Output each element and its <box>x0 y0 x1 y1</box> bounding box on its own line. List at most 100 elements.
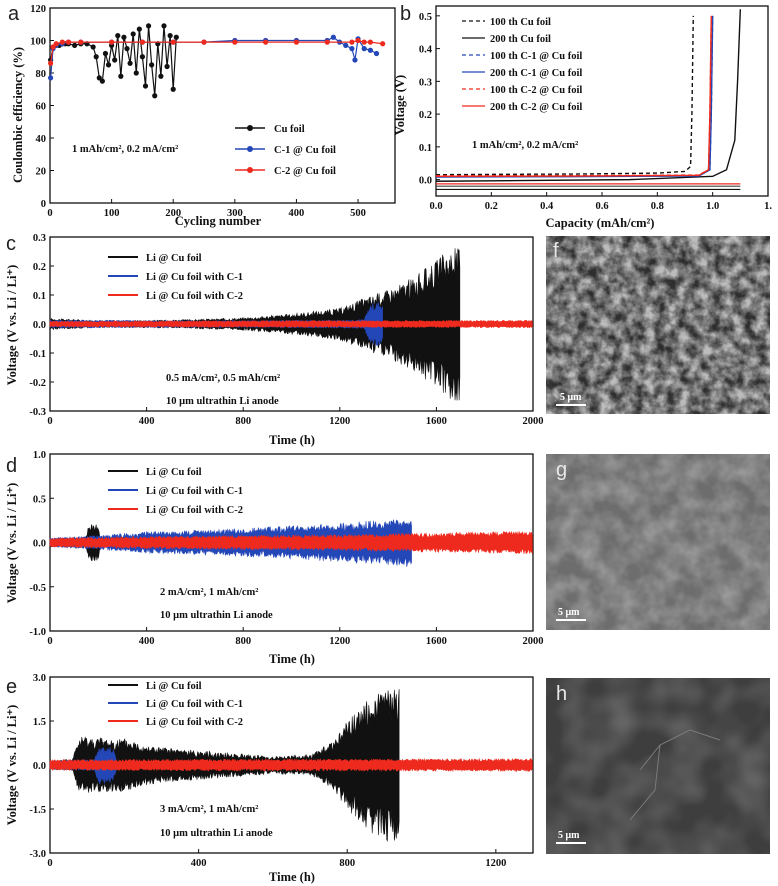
x-tick-label: 1.0 <box>706 201 719 212</box>
x-tick-label: 400 <box>139 636 155 647</box>
axis-xlabel: Time (h) <box>269 870 315 884</box>
data-point <box>130 31 136 37</box>
y-tick-label: 0.3 <box>33 233 46 244</box>
x-tick-label: 100 <box>104 208 120 219</box>
axis-xlabel: Capacity (mAh/cm²) <box>546 216 655 230</box>
axis-ylabel: Voltage (V vs. Li / Li⁺) <box>5 705 19 826</box>
x-tick-label: 300 <box>227 208 243 219</box>
y-tick-label: 0.2 <box>33 262 46 273</box>
x-tick-label: 0.8 <box>651 201 664 212</box>
panel-d: d Voltage (V vs. Li / Li⁺) Time (h) 0 400… <box>5 450 544 666</box>
axis-xlabel: Time (h) <box>269 652 315 666</box>
series-line <box>435 15 712 178</box>
scale-bar-label: 5 μm <box>558 607 580 618</box>
legend-label: Li @ Cu foil with C-2 <box>146 505 243 516</box>
x-tick-label: 500 <box>350 208 366 219</box>
axes-frame <box>49 7 396 204</box>
plot-area: 0 400 800 1200 1600 2000 1.0 0.5 0.0 -0.5 -1.0 <box>29 450 543 647</box>
legend-marker-c1 <box>247 146 253 152</box>
data-point <box>139 39 146 45</box>
scale-bar-label: 5 μm <box>560 392 582 403</box>
data-point <box>373 50 380 57</box>
data-point <box>355 37 361 44</box>
y-tick-label: 80 <box>36 69 47 80</box>
y-tick-label: 0.1 <box>33 291 46 302</box>
x-tick-label: 0 <box>47 636 52 647</box>
legend: Cu foil C-1 @ Cu foil C-2 @ Cu foil <box>235 124 336 177</box>
sem-texture <box>546 454 770 630</box>
series-envelope <box>49 757 533 773</box>
x-tick-label: 2000 <box>523 636 544 647</box>
y-tick-label: -1.0 <box>29 627 46 638</box>
legend-label: Li @ Cu foil with C-2 <box>146 717 243 728</box>
y-tick-label: 40 <box>36 134 47 145</box>
y-tick-label: 0 <box>41 199 46 210</box>
data-point <box>124 46 130 52</box>
scale-bar-label: 5 μm <box>558 830 580 841</box>
data-point <box>367 47 373 53</box>
y-tick-label: 3.0 <box>33 673 46 684</box>
legend-label: Li @ Cu foil with C-1 <box>146 486 243 497</box>
x-tick-label: 1200 <box>485 858 506 869</box>
legend-label: 100 th Cu foil <box>490 17 551 28</box>
x-tick-label: 2000 <box>523 416 544 427</box>
panel-letter-h: h <box>556 683 567 705</box>
series-envelope <box>49 531 533 554</box>
sem-image-f: f 5 μm <box>546 236 770 414</box>
data-point <box>127 60 133 66</box>
data-point <box>118 73 124 79</box>
legend: Li @ Cu foil Li @ Cu foil with C-1 Li @ … <box>108 253 243 302</box>
series-line <box>435 9 742 182</box>
x-tick-label: 200 <box>165 208 181 219</box>
data-point <box>93 54 99 60</box>
legend-label: C-2 @ Cu foil <box>274 166 336 177</box>
y-tick-label: 0.4 <box>419 45 433 56</box>
data-point <box>173 34 179 40</box>
data-point <box>109 39 115 45</box>
data-point <box>53 41 59 47</box>
y-tick-label: 0.0 <box>33 539 46 550</box>
data-point <box>105 62 112 68</box>
panel-letter-a: a <box>8 3 20 25</box>
legend-label: 100 th C-2 @ Cu foil <box>490 85 582 96</box>
x-tick-label: 1600 <box>426 416 447 427</box>
y-tick-label: 0.0 <box>419 176 432 187</box>
x-tick-label: 800 <box>235 416 251 427</box>
data-point <box>99 78 105 84</box>
sem-image-g: g 5 μm <box>546 454 770 630</box>
sem-image-h: h 5 μm <box>546 678 770 854</box>
data-point <box>158 73 164 79</box>
data-point <box>115 33 121 39</box>
x-tick-label: 0.2 <box>485 201 498 212</box>
panel-letter-d: d <box>6 455 17 477</box>
data-point <box>343 42 349 48</box>
data-point <box>232 39 238 45</box>
x-tick-label: 0.4 <box>540 201 554 212</box>
condition-annotation: 1 mAh/cm², 0.2 mA/cm² <box>472 140 578 151</box>
data-point <box>152 93 158 99</box>
condition-annotation: 2 mA/cm², 1 mAh/cm² <box>160 587 258 598</box>
data-point <box>133 70 139 76</box>
legend-marker-c2 <box>247 167 253 173</box>
x-tick-label: 0 <box>47 416 52 427</box>
y-tick-label: 0.0 <box>33 320 46 331</box>
axis-xlabel: Cycling number <box>175 214 262 228</box>
x-tick-label: 0 <box>47 858 52 869</box>
series-envelope <box>49 319 533 329</box>
axes-frame <box>435 5 769 197</box>
y-tick-label: 0.0 <box>33 761 46 772</box>
panel-letter-c: c <box>6 233 16 255</box>
grain-boundary <box>629 729 721 821</box>
series-line <box>436 15 714 178</box>
data-point <box>380 41 386 47</box>
x-tick-label: 400 <box>289 208 305 219</box>
plot-area: 0.0 0.2 0.4 0.6 0.8 1.0 1. 0.0 0.1 0.2 0.3 0.4 0.5 <box>419 5 772 212</box>
data-point <box>90 44 96 50</box>
data-point <box>361 46 367 52</box>
y-tick-label: 1.5 <box>33 717 46 728</box>
x-tick-label: 800 <box>235 636 251 647</box>
series-line <box>50 39 383 64</box>
data-point <box>367 39 373 45</box>
y-tick-label: 0.3 <box>419 77 432 88</box>
